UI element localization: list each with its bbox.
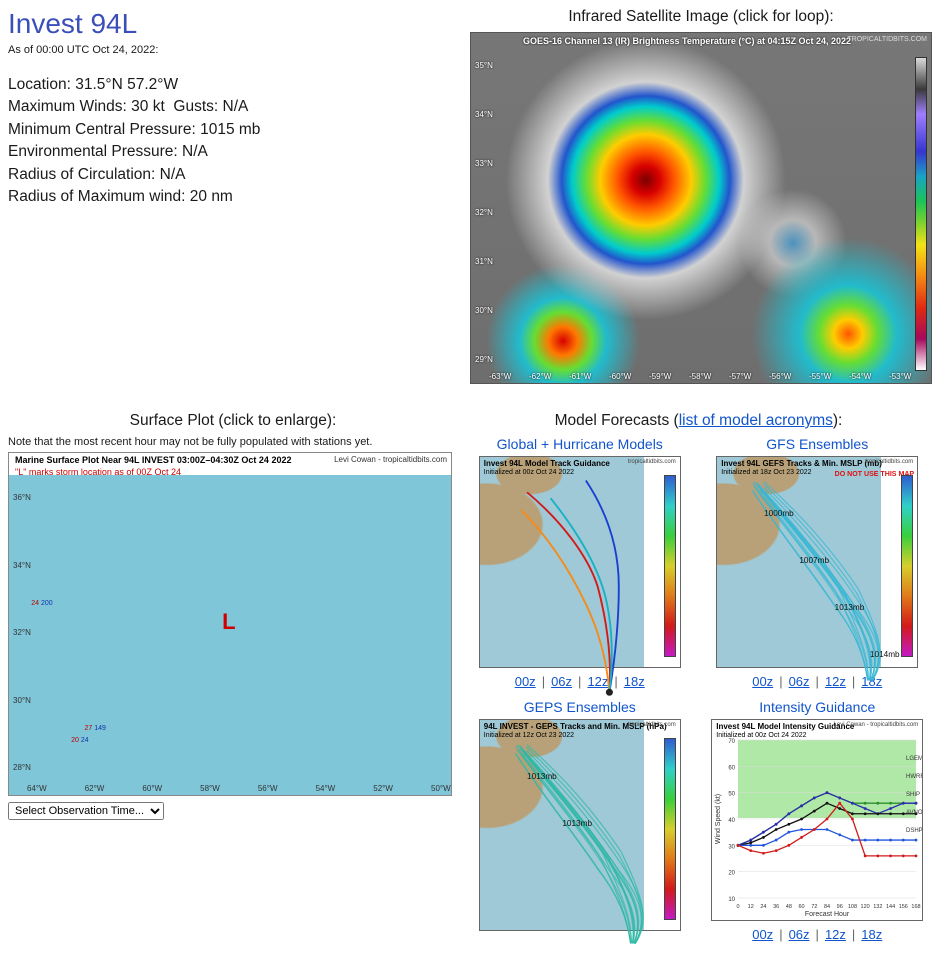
svg-text:168: 168: [912, 904, 921, 910]
stat-roc: Radius of Circulation: N/A: [8, 164, 458, 186]
svg-text:60: 60: [729, 765, 736, 771]
svg-text:LGEM: LGEM: [906, 756, 922, 762]
svg-text:AVNO: AVNO: [906, 810, 922, 816]
storm-stats: Location: 31.5°N 57.2°W Maximum Winds: 3…: [8, 74, 458, 209]
surface-header: Surface Plot (click to enlarge):: [8, 412, 458, 430]
svg-text:60: 60: [799, 904, 805, 910]
models-panel: Model Forecasts (list of model acronyms)…: [458, 412, 927, 942]
model-panel-1: GFS Ensembles Invest 94L GEFS Tracks & Mi…: [708, 436, 928, 689]
svg-text:Forecast Hour: Forecast Hour: [805, 911, 850, 918]
low-marker: L: [222, 609, 235, 635]
surface-note: Note that the most recent hour may not b…: [8, 436, 458, 448]
run-link-00z[interactable]: 00z: [752, 927, 773, 942]
model-map-link[interactable]: Invest 94L Model Track GuidanceInitializ…: [470, 456, 690, 668]
acronyms-link[interactable]: list of model acronyms: [679, 412, 833, 429]
svg-text:Wind Speed (kt): Wind Speed (kt): [715, 794, 722, 844]
svg-text:84: 84: [824, 904, 830, 910]
surface-plot-title: Marine Surface Plot Near 94L INVEST 03:0…: [15, 455, 291, 465]
model-title: Global + Hurricane Models: [470, 436, 690, 452]
svg-text:1013mb: 1013mb: [562, 819, 592, 828]
surface-plot-link[interactable]: Marine Surface Plot Near 94L INVEST 03:0…: [8, 452, 458, 796]
bottom-row: Surface Plot (click to enlarge): Note th…: [8, 412, 927, 942]
svg-text:144: 144: [886, 904, 895, 910]
surface-plot-brand: Levi Cowan - tropicaltidbits.com: [334, 455, 447, 464]
stat-env-pressure: Environmental Pressure: N/A: [8, 141, 458, 163]
satellite-image: GOES-16 Channel 13 (IR) Brightness Tempe…: [470, 32, 932, 384]
obs-time-wrap: Select Observation Time...: [8, 802, 458, 820]
svg-text:1000mb: 1000mb: [764, 509, 794, 518]
svg-text:24: 24: [761, 904, 767, 910]
svg-text:HWRF: HWRF: [906, 774, 922, 780]
svg-text:1007mb: 1007mb: [800, 556, 830, 565]
satellite-colorbar: [915, 57, 927, 371]
stat-location: Location: 31.5°N 57.2°W: [8, 74, 458, 96]
model-colorbar: [664, 738, 676, 920]
surface-plot: Marine Surface Plot Near 94L INVEST 03:0…: [8, 452, 452, 796]
svg-text:132: 132: [874, 904, 883, 910]
svg-text:48: 48: [786, 904, 792, 910]
run-link-06z[interactable]: 06z: [789, 927, 810, 942]
model-map: Invest 94L Model Track GuidanceInitializ…: [479, 456, 681, 668]
svg-text:1013mb: 1013mb: [835, 603, 865, 612]
obs-time-select[interactable]: Select Observation Time...: [8, 802, 164, 820]
model-panel-0: Global + Hurricane Models Invest 94L Mode…: [470, 436, 690, 689]
surface-map: L 36°N34°N32°N30°N28°N 64°W62°W60°W58°W5…: [9, 475, 452, 795]
satellite-title: GOES-16 Channel 13 (IR) Brightness Tempe…: [471, 36, 903, 46]
svg-text:10: 10: [729, 897, 736, 903]
satellite-panel: Infrared Satellite Image (click for loop…: [458, 8, 932, 384]
as-of-line: As of 00:00 UTC Oct 24, 2022:: [8, 44, 458, 56]
svg-text:70: 70: [729, 739, 736, 745]
surface-panel: Surface Plot (click to enlarge): Note th…: [8, 412, 458, 820]
model-map: Invest 94L GEFS Tracks & Min. MSLP (mb)I…: [716, 456, 918, 668]
svg-text:96: 96: [837, 904, 843, 910]
satellite-image-link[interactable]: GOES-16 Channel 13 (IR) Brightness Tempe…: [470, 32, 932, 384]
svg-text:12: 12: [748, 904, 754, 910]
model-map-link[interactable]: Invest 94L GEFS Tracks & Min. MSLP (mb)I…: [708, 456, 928, 668]
svg-text:SHIP: SHIP: [906, 792, 920, 798]
storm-summary: Invest 94L As of 00:00 UTC Oct 24, 2022:…: [8, 8, 458, 209]
storm-name: Invest 94L: [8, 8, 458, 40]
svg-text:DSHP: DSHP: [906, 828, 922, 834]
model-panel-3: Intensity GuidanceInvest 94L Model Inten…: [708, 699, 928, 942]
svg-text:50: 50: [729, 792, 736, 798]
svg-text:108: 108: [848, 904, 857, 910]
run-link-12z[interactable]: 12z: [825, 927, 846, 942]
satellite-brand: TROPICALTIDBITS.COM: [847, 36, 927, 43]
model-panel-2: GEPS Ensembles94L INVEST - GEPS Tracks a…: [470, 699, 690, 942]
svg-text:1014mb: 1014mb: [870, 650, 900, 659]
model-map-link[interactable]: 94L INVEST - GEPS Tracks and Min. MSLP (…: [470, 719, 690, 931]
svg-text:72: 72: [811, 904, 817, 910]
svg-text:30: 30: [729, 844, 736, 850]
models-header: Model Forecasts (list of model acronyms)…: [470, 412, 927, 430]
intensity-chart: Invest 94L Model Intensity GuidanceIniti…: [711, 719, 923, 921]
model-title: GFS Ensembles: [708, 436, 928, 452]
satellite-header: Infrared Satellite Image (click for loop…: [470, 8, 932, 26]
stat-pressure: Minimum Central Pressure: 1015 mb: [8, 119, 458, 141]
svg-text:0: 0: [737, 904, 740, 910]
run-link-18z[interactable]: 18z: [861, 927, 882, 942]
run-links: 00z|06z|12z|18z: [708, 927, 928, 942]
model-colorbar: [664, 475, 676, 657]
stat-winds: Maximum Winds: 30 kt Gusts: N/A: [8, 96, 458, 118]
svg-text:156: 156: [899, 904, 908, 910]
svg-text:20: 20: [729, 871, 736, 877]
models-grid: Global + Hurricane Models Invest 94L Mode…: [470, 436, 927, 942]
model-colorbar: [901, 475, 913, 657]
svg-text:1013mb: 1013mb: [527, 772, 557, 781]
model-map: 94L INVEST - GEPS Tracks and Min. MSLP (…: [479, 719, 681, 931]
stat-rmw: Radius of Maximum wind: 20 nm: [8, 186, 458, 208]
svg-text:40: 40: [729, 818, 736, 824]
svg-text:36: 36: [773, 904, 779, 910]
svg-text:120: 120: [861, 904, 870, 910]
top-row: Invest 94L As of 00:00 UTC Oct 24, 2022:…: [8, 8, 927, 384]
